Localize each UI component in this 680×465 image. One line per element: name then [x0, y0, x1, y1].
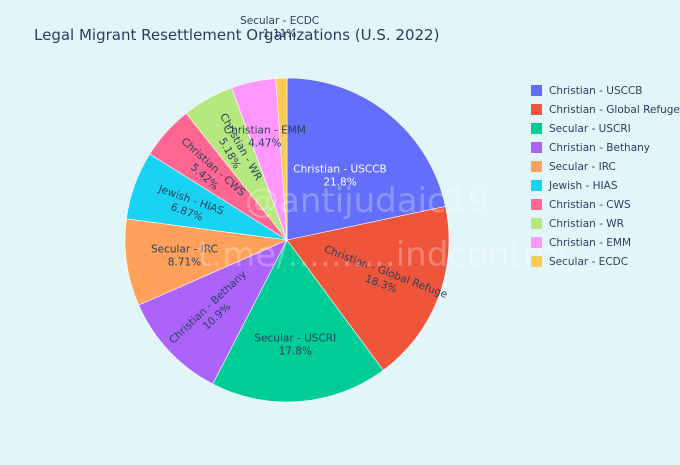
legend-swatch-christian-usccb[interactable]	[531, 85, 542, 96]
legend-label-jewish-hias[interactable]: Jewish - HIAS	[548, 180, 618, 192]
slice-label-name: Christian - USCCB	[293, 164, 387, 176]
pie-slice-secular-ecdc	[275, 77, 288, 241]
slice-label-christian-emm: Christian - EMM 4.47%	[224, 124, 306, 149]
slice-label-secular-ecdc: Secular - ECDC 1.11%	[240, 15, 319, 40]
slice-label-percent: 4.47%	[248, 137, 281, 149]
legend-swatch-jewish-hias[interactable]	[531, 180, 542, 191]
legend-swatch-secular-ecdc[interactable]	[531, 256, 542, 267]
legend-label-secular-ecdc[interactable]: Secular - ECDC	[549, 256, 628, 268]
slice-label-percent: 1.11%	[263, 28, 296, 40]
legend-label-christian-bethany[interactable]: Christian - Bethany	[549, 142, 650, 154]
legend-label-christian-global-refuge[interactable]: Christian - Global Refuge	[549, 104, 680, 116]
legend: Christian - USCCB Christian - Global Refu…	[531, 85, 680, 268]
slice-label-percent: 8.71%	[168, 257, 201, 269]
slice-label-percent: 17.8%	[279, 345, 312, 357]
pie-slice-christian-global-refuge	[286, 206, 450, 371]
legend-swatch-christian-wr[interactable]	[531, 218, 542, 229]
legend-swatch-christian-global-refuge[interactable]	[531, 104, 542, 115]
legend-label-christian-cws[interactable]: Christian - CWS	[549, 199, 631, 211]
slice-label-name: Secular - ECDC	[240, 15, 319, 27]
legend-swatch-christian-emm[interactable]	[531, 237, 542, 248]
pie-slice-secular-irc	[124, 218, 289, 306]
pie-slices	[124, 77, 450, 403]
watermark-handle: @antijudaic19	[245, 181, 489, 221]
slice-label-christian-usccb: Christian - USCCB 21.8%	[293, 164, 387, 189]
slice-label-name: Secular - USCRI	[254, 332, 336, 344]
legend-swatch-secular-irc[interactable]	[531, 161, 542, 172]
slice-label-name: Secular - IRC	[151, 244, 218, 256]
legend-swatch-secular-uscri[interactable]	[531, 123, 542, 134]
pie-slice-christian-usccb	[286, 77, 446, 241]
legend-label-christian-usccb[interactable]: Christian - USCCB	[549, 85, 643, 97]
watermark-link: t.me/..........indcontrol	[198, 235, 566, 275]
legend-label-secular-uscri[interactable]: Secular - USCRI	[549, 123, 631, 135]
slice-label-percent: 21.8%	[323, 177, 356, 189]
slice-label-name: Christian - EMM	[224, 124, 306, 136]
slice-label-secular-uscri: Secular - USCRI 17.8%	[254, 332, 336, 357]
legend-label-christian-emm[interactable]: Christian - EMM	[549, 237, 631, 249]
legend-swatch-christian-cws[interactable]	[531, 199, 542, 210]
legend-label-secular-irc[interactable]: Secular - IRC	[549, 161, 616, 173]
pie-slice-secular-uscri	[212, 239, 384, 403]
pie-slice-christian-bethany	[138, 239, 288, 385]
legend-swatch-christian-bethany[interactable]	[531, 142, 542, 153]
slice-label-secular-irc: Secular - IRC 8.71%	[151, 244, 218, 269]
chart-title: Legal Migrant Resettlement Organizations…	[34, 26, 439, 44]
legend-label-christian-wr[interactable]: Christian - WR	[549, 218, 624, 230]
